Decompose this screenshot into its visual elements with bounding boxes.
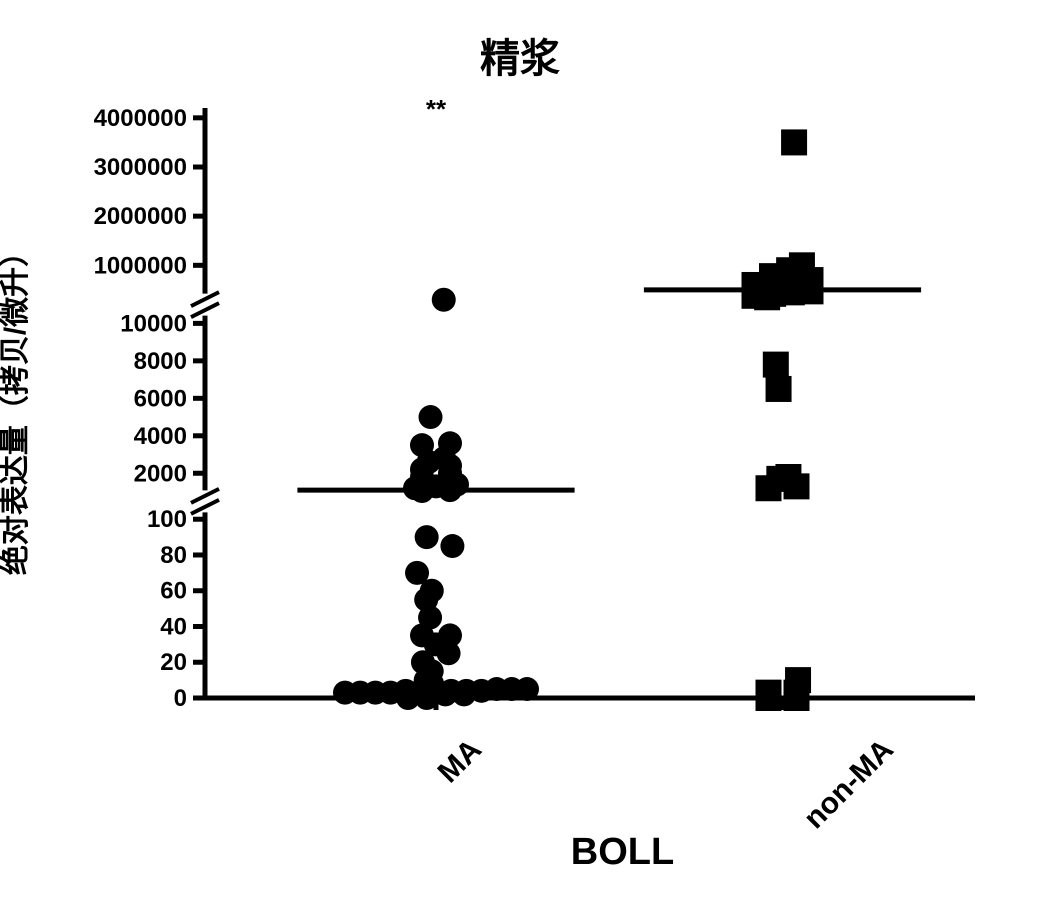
point-square	[781, 129, 807, 155]
svg-text:2000000: 2000000	[94, 203, 187, 230]
svg-text:60: 60	[160, 578, 187, 605]
svg-text:2000: 2000	[134, 460, 187, 487]
point-circle	[415, 525, 439, 549]
point-circle	[437, 641, 461, 665]
significance-label: **	[426, 94, 447, 124]
svg-text:8000: 8000	[134, 348, 187, 375]
point-square	[784, 685, 810, 711]
svg-text:10000: 10000	[120, 310, 187, 337]
svg-text:3000000: 3000000	[94, 154, 187, 181]
x-axis-label: BOLL	[0, 831, 1040, 874]
point-circle	[515, 677, 539, 701]
chart-title: 精浆	[0, 26, 1040, 84]
y-axis-label: 绝对表达量（拷贝/微升）	[0, 111, 34, 701]
chart-root: 精浆 绝对表达量（拷贝/微升） 0 20 40 60 80 100 2000 4000 6000…	[0, 0, 1040, 906]
point-circle	[419, 405, 443, 429]
svg-text:80: 80	[160, 542, 187, 569]
svg-text:4000: 4000	[134, 423, 187, 450]
category-label: non-MA	[797, 733, 900, 836]
point-circle	[432, 288, 456, 312]
point-square	[756, 685, 782, 711]
point-square	[756, 475, 782, 501]
svg-text:20: 20	[160, 649, 187, 676]
point-square	[763, 352, 789, 378]
axes: 0 20 40 60 80 100 2000 4000 6000 8000 10000 1000000…	[94, 105, 975, 712]
svg-text:1000000: 1000000	[94, 252, 187, 279]
point-circle	[452, 682, 476, 706]
category-label: MA	[432, 733, 489, 790]
point-square	[766, 376, 792, 402]
svg-text:100: 100	[147, 506, 187, 533]
plot-svg: 0204060801002000400060008000100001000000…	[205, 108, 975, 698]
svg-text:40: 40	[160, 613, 187, 640]
svg-text:6000: 6000	[134, 385, 187, 412]
svg-text:4000000: 4000000	[94, 105, 187, 132]
svg-text:0: 0	[174, 685, 187, 712]
plot-area: 0204060801002000400060008000100001000000…	[205, 108, 975, 698]
point-square	[784, 473, 810, 499]
point-circle	[440, 534, 464, 558]
data-points	[297, 129, 921, 711]
